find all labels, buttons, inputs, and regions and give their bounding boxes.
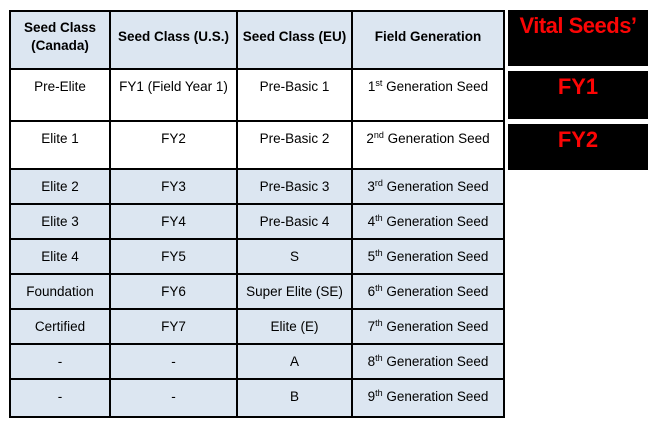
table-cell-generation: 1st Generation Seed [351, 68, 505, 122]
table-row: - - A 8th Generation Seed [9, 343, 505, 380]
table-cell-canada: - [9, 378, 111, 418]
column-header-field-generation: Field Generation [351, 10, 505, 70]
table-cell-generation: 3rd Generation Seed [351, 168, 505, 205]
gen-text: Generation Seed [383, 131, 490, 146]
gen-text: Generation Seed [382, 354, 489, 369]
gen-ordinal-suffix: th [375, 388, 383, 398]
gen-text: Generation Seed [382, 389, 489, 404]
table-cell-eu: Pre-Basic 3 [236, 168, 353, 205]
table-cell-us: - [109, 343, 238, 380]
vital-seeds-title-box: Vital Seeds’ [508, 10, 648, 66]
table-cell-canada: Elite 4 [9, 238, 111, 275]
gen-number: 3 [367, 179, 375, 194]
gen-ordinal-suffix: th [375, 283, 383, 293]
gen-ordinal-suffix: nd [373, 130, 384, 140]
gen-number: 4 [367, 214, 376, 229]
vital-seeds-fy1-label: FY1 [557, 74, 599, 99]
table-cell-eu: A [236, 343, 353, 380]
table-cell-us: FY1 (Field Year 1) [109, 68, 238, 122]
gen-ordinal-suffix: rd [374, 178, 383, 188]
gen-ordinal-suffix: th [375, 318, 383, 328]
column-header-canada: Seed Class (Canada) [9, 10, 111, 70]
table-row: Certified FY7 Elite (E) 7th Generation S… [9, 308, 505, 345]
gen-text: Generation Seed [382, 284, 489, 299]
vital-seeds-fy1-box: FY1 [508, 71, 648, 119]
table-cell-eu: Pre-Basic 1 [236, 68, 353, 122]
table-cell-us: FY3 [109, 168, 238, 205]
gen-text: Generation Seed [382, 214, 489, 229]
table-cell-us: FY5 [109, 238, 238, 275]
table-cell-canada: Certified [9, 308, 111, 345]
vital-seeds-fy2-box: FY2 [508, 124, 648, 170]
table-cell-canada: Elite 3 [9, 203, 111, 240]
table-cell-us: FY7 [109, 308, 238, 345]
table-cell-generation: 9th Generation Seed [351, 378, 505, 418]
table-cell-generation: 5th Generation Seed [351, 238, 505, 275]
seed-class-table: Seed Class (Canada) Seed Class (U.S.) Se… [9, 10, 505, 418]
gen-number: 7 [367, 319, 376, 334]
column-header-eu: Seed Class (EU) [236, 10, 353, 70]
gen-number: 6 [367, 284, 376, 299]
table-cell-us: FY4 [109, 203, 238, 240]
gen-ordinal-suffix: th [375, 213, 383, 223]
table-header-row: Seed Class (Canada) Seed Class (U.S.) Se… [9, 10, 505, 70]
vital-seeds-fy2-label: FY2 [557, 127, 599, 152]
table-cell-generation: 6th Generation Seed [351, 273, 505, 310]
gen-text: Generation Seed [382, 319, 489, 334]
table-cell-generation: 2nd Generation Seed [351, 120, 505, 170]
table-cell-eu: Elite (E) [236, 308, 353, 345]
column-header-us: Seed Class (U.S.) [109, 10, 238, 70]
gen-number: 2 [366, 131, 374, 146]
table-cell-canada: Elite 2 [9, 168, 111, 205]
table-cell-canada: Elite 1 [9, 120, 111, 170]
gen-text: Generation Seed [382, 249, 489, 264]
table-row: Pre-Elite FY1 (Field Year 1) Pre-Basic 1… [9, 68, 505, 122]
gen-text: Generation Seed [382, 179, 489, 194]
table-cell-generation: 7th Generation Seed [351, 308, 505, 345]
table-cell-us: FY2 [109, 120, 238, 170]
gen-number: 5 [367, 249, 376, 264]
table-cell-generation: 4th Generation Seed [351, 203, 505, 240]
gen-number: 1 [367, 79, 376, 94]
gen-number: 8 [367, 354, 376, 369]
table-row: Elite 1 FY2 Pre-Basic 2 2nd Generation S… [9, 120, 505, 170]
table-cell-canada: Pre-Elite [9, 68, 111, 122]
table-cell-us: - [109, 378, 238, 418]
table-row: Elite 4 FY5 S 5th Generation Seed [9, 238, 505, 275]
table-row: Elite 3 FY4 Pre-Basic 4 4th Generation S… [9, 203, 505, 240]
table-cell-eu: Super Elite (SE) [236, 273, 353, 310]
gen-number: 9 [367, 389, 376, 404]
table-cell-generation: 8th Generation Seed [351, 343, 505, 380]
table-cell-canada: Foundation [9, 273, 111, 310]
gen-text: Generation Seed [382, 79, 489, 94]
table-cell-eu: B [236, 378, 353, 418]
table-cell-canada: - [9, 343, 111, 380]
vital-seeds-column: Vital Seeds’ FY1 FY2 [508, 10, 648, 175]
table-cell-eu: S [236, 238, 353, 275]
gen-ordinal-suffix: th [375, 353, 383, 363]
gen-ordinal-suffix: th [375, 248, 383, 258]
table-row: - - B 9th Generation Seed [9, 378, 505, 418]
vital-seeds-title: Vital Seeds’ [519, 13, 637, 38]
table-cell-eu: Pre-Basic 2 [236, 120, 353, 170]
table-cell-us: FY6 [109, 273, 238, 310]
table-row: Foundation FY6 Super Elite (SE) 6th Gene… [9, 273, 505, 310]
gen-ordinal-suffix: st [375, 78, 383, 88]
table-row: Elite 2 FY3 Pre-Basic 3 3rd Generation S… [9, 168, 505, 205]
table-cell-eu: Pre-Basic 4 [236, 203, 353, 240]
